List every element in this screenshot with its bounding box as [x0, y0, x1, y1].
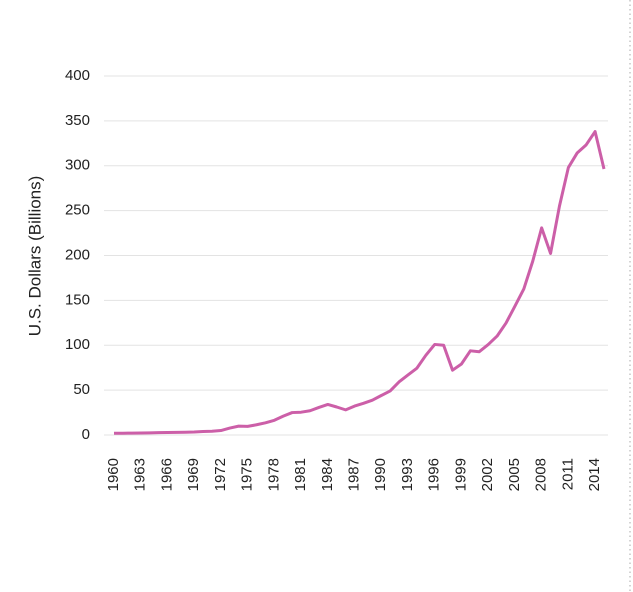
- y-tick-label: 300: [65, 157, 90, 174]
- x-tick-label: 2008: [533, 458, 550, 491]
- x-tick-label: 1990: [372, 458, 389, 491]
- x-tick-label: 1963: [132, 458, 149, 491]
- y-tick-label: 50: [73, 381, 90, 398]
- x-tick-label: 1981: [292, 458, 309, 491]
- y-tick-label: 400: [65, 67, 90, 84]
- x-tick-label: 1999: [452, 458, 469, 491]
- y-tick-label: 150: [65, 291, 90, 308]
- x-tick-label: 1996: [426, 458, 443, 491]
- x-tick-label: 1975: [239, 458, 256, 491]
- y-tick-label: 250: [65, 202, 90, 219]
- y-tick-label: 200: [65, 246, 90, 263]
- x-tick-label: 2014: [586, 458, 603, 491]
- x-tick-label: 1972: [212, 458, 229, 491]
- x-tick-label: 1978: [265, 458, 282, 491]
- y-tick-label: 0: [82, 426, 90, 443]
- x-tick-label: 1984: [319, 458, 336, 491]
- x-tick-label: 1960: [105, 458, 122, 491]
- x-tick-label: 1993: [399, 458, 416, 491]
- y-tick-label: 100: [65, 336, 90, 353]
- x-tick-label: 2002: [479, 458, 496, 491]
- y-tick-label: 350: [65, 112, 90, 129]
- data-line: [113, 130, 606, 435]
- x-tick-label: 1987: [346, 458, 363, 491]
- x-tick-label: 1969: [185, 458, 202, 491]
- x-tick-label: 1966: [158, 458, 175, 491]
- x-tick-label: 2011: [559, 458, 576, 490]
- y-axis-label: U.S. Dollars (Billions): [25, 176, 44, 337]
- x-tick-label: 2005: [506, 458, 523, 491]
